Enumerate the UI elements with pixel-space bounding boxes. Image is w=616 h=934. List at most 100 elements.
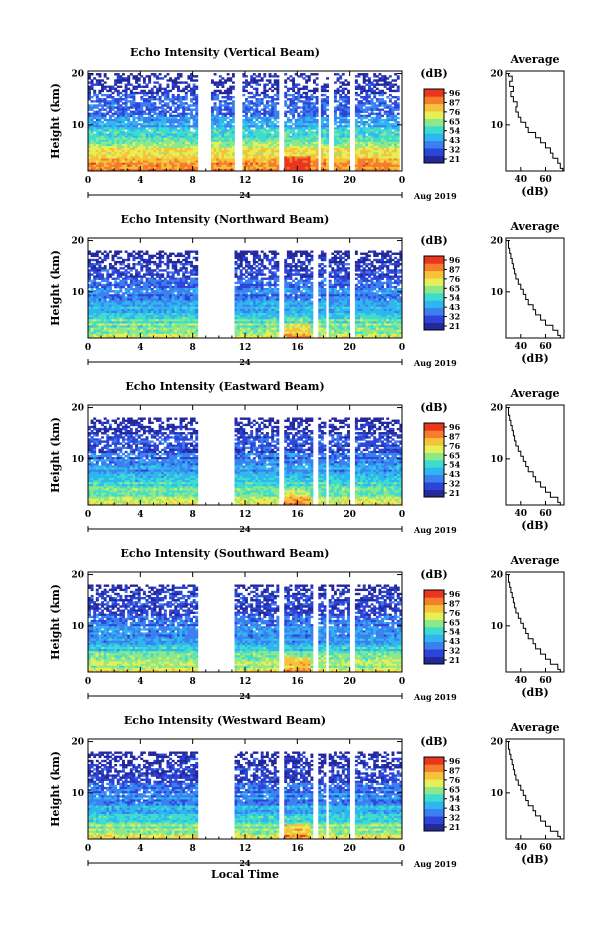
heatmap-cell [305,148,308,150]
heatmap-cell [138,79,141,81]
heatmap-cell [344,154,347,156]
heatmap-cell [216,115,219,117]
heatmap-cell [151,119,154,121]
heatmap-cell [180,106,183,108]
heatmap-cell [187,84,190,86]
heatmap-cell [339,140,342,142]
heatmap-cell [308,156,311,158]
heatmap-cell [258,154,261,156]
heatmap-cell [227,165,230,167]
heatmap-cell [125,84,128,86]
heatmap-cell [276,152,279,154]
heatmap-cell [174,152,177,154]
heatmap-cell [308,259,311,261]
heatmap-cell [122,273,125,275]
heatmap-cell [219,161,222,163]
heatmap-cell [386,267,389,269]
heatmap-cell [91,150,94,152]
heatmap-cell [329,273,332,275]
heatmap-cell [161,261,164,263]
heatmap-cell [180,136,183,138]
heatmap-cell [248,111,251,113]
heatmap-cell [132,265,135,267]
heatmap-cell [376,140,379,142]
heatmap-cell [216,98,219,100]
heatmap-cell [337,73,340,75]
heatmap-cell [321,86,324,88]
heatmap-cell [161,127,164,129]
heatmap-cell [193,271,196,273]
heatmap-cell [253,267,256,269]
heatmap-cell [358,154,361,156]
heatmap-cell [373,106,376,108]
heatmap-cell [363,276,366,278]
heatmap-cell [371,167,374,169]
heatmap-cell [368,96,371,98]
heatmap-cell [117,167,120,169]
heatmap-cell [214,154,217,156]
heatmap-cell [229,131,232,133]
heatmap-cell [365,163,368,165]
heatmap-cell [132,106,135,108]
heatmap-cell [227,88,230,90]
heatmap-cell [360,115,363,117]
heatmap-cell [255,129,258,131]
heatmap-cell [114,131,117,133]
heatmap-cell [303,136,306,138]
heatmap-cell [211,159,214,161]
heatmap-cell [104,159,107,161]
heatmap-cell [365,100,368,102]
heatmap-cell [292,259,295,261]
heatmap-cell [305,259,308,261]
heatmap-cell [373,131,376,133]
heatmap-cell [96,111,99,113]
heatmap-cell [308,144,311,146]
heatmap-cell [358,117,361,119]
heatmap-cell [104,259,107,261]
heatmap-cell [109,86,112,88]
heatmap-cell [190,117,193,119]
heatmap-cell [303,100,306,102]
heatmap-cell [347,163,350,165]
heatmap-cell [161,106,164,108]
heatmap-cell [261,152,264,154]
heatmap-cell [109,111,112,113]
heatmap-cell [153,261,156,263]
heatmap-cell [127,121,130,123]
heatmap-cell [219,125,222,127]
heatmap-cell [167,144,170,146]
heatmap-cell [156,90,159,92]
heatmap-cell [98,152,101,154]
heatmap-cell [245,150,248,152]
heatmap-cell [358,113,361,115]
heatmap-cell [240,269,243,271]
heatmap-cell [125,136,128,138]
heatmap-cell [161,150,164,152]
heatmap-cell [114,263,117,265]
heatmap-cell [106,255,109,257]
heatmap-cell [342,92,345,94]
heatmap-cell [355,115,358,117]
heatmap-cell [117,163,120,165]
heatmap-cell [167,255,170,257]
heatmap-cell [159,150,162,152]
heatmap-cell [98,276,101,278]
heatmap-cell [130,138,133,140]
heatmap-cell [93,125,96,127]
heatmap-cell [358,161,361,163]
heatmap-cell [161,109,164,111]
heatmap-cell [229,106,232,108]
heatmap-cell [384,129,387,131]
heatmap-cell [295,104,298,106]
heatmap-cell [347,109,350,111]
heatmap-cell [305,273,308,275]
heatmap-cell [180,159,183,161]
heatmap-cell [300,138,303,140]
heatmap-cell [153,156,156,158]
heatmap-cell [96,84,99,86]
heatmap-cell [167,146,170,148]
heatmap-cell [161,163,164,165]
heatmap-cell [269,278,272,280]
heatmap-cell [376,148,379,150]
heatmap-cell [342,159,345,161]
